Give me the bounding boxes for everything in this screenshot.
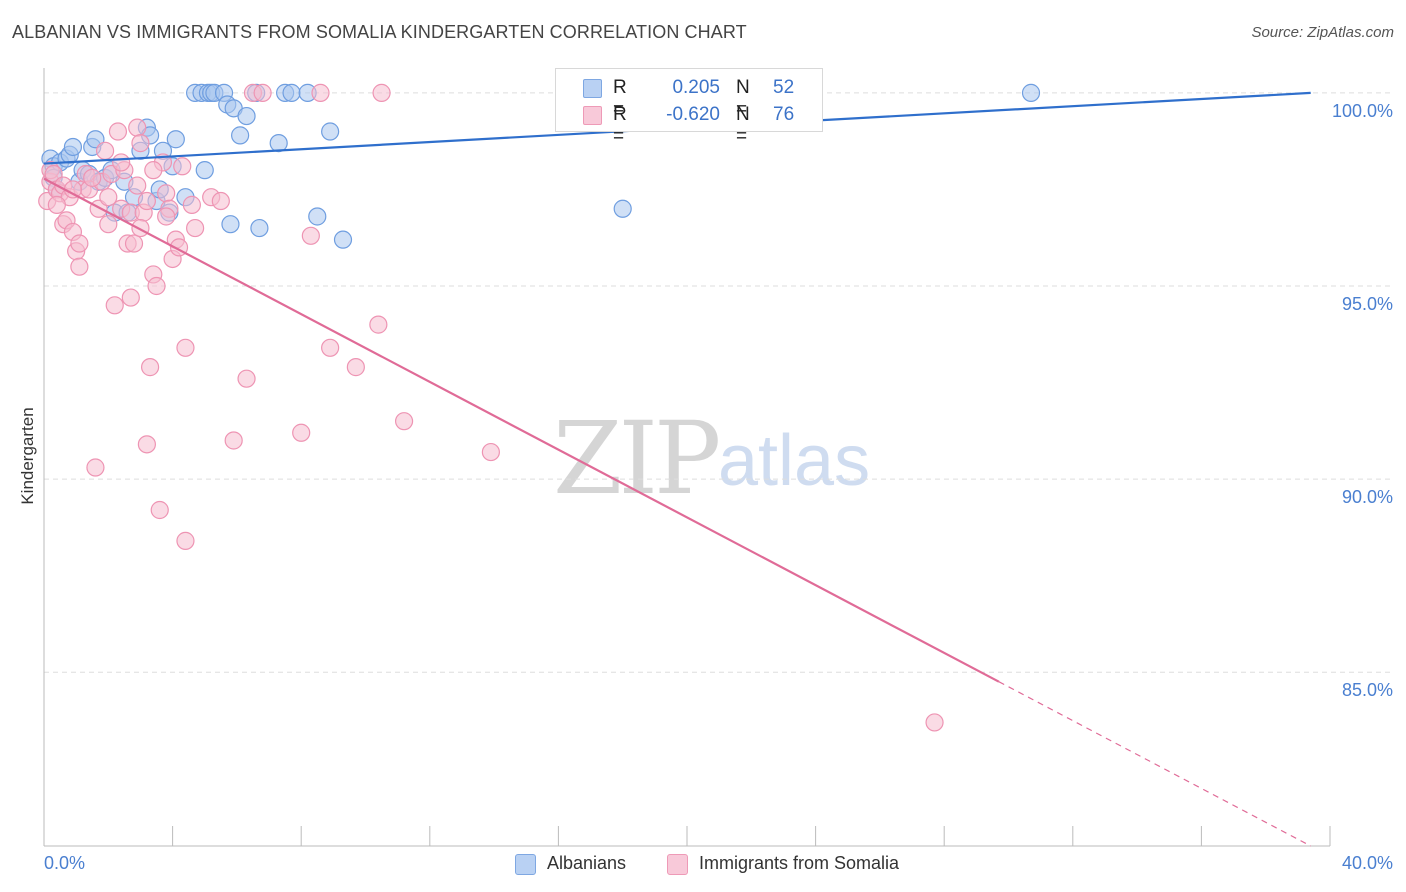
point-somalia <box>121 288 140 307</box>
source-label: Source: ZipAtlas.com <box>1251 24 1394 41</box>
point-somalia <box>237 369 256 388</box>
trend-lines <box>43 91 1311 847</box>
point-somalia <box>105 296 124 315</box>
point-albanians <box>63 137 83 157</box>
point-somalia <box>150 500 169 520</box>
bottom-legend-swatch-blue <box>515 854 536 875</box>
x-tick-label: 40.0% <box>1342 853 1393 873</box>
point-somalia <box>253 83 272 102</box>
point-somalia <box>70 234 89 253</box>
point-albanians <box>86 130 105 149</box>
chart-title: ALBANIAN VS IMMIGRANTS FROM SOMALIA KIND… <box>12 22 747 42</box>
axes <box>43 68 1331 847</box>
point-albanians <box>269 134 288 153</box>
point-somalia <box>224 431 243 450</box>
point-somalia <box>147 276 166 296</box>
point-somalia <box>346 358 365 377</box>
bottom-legend-label: Immigrants from Somalia <box>699 853 900 873</box>
point-somalia <box>301 226 320 245</box>
legend-n-value: 76 <box>773 104 795 125</box>
point-somalia <box>186 218 205 238</box>
point-albanians <box>613 199 632 218</box>
point-somalia <box>176 338 195 357</box>
point-somalia <box>211 191 230 211</box>
point-albanians <box>282 83 301 102</box>
point-somalia <box>47 195 66 214</box>
y-tick-label: 90.0% <box>1342 487 1393 507</box>
point-somalia <box>394 412 414 431</box>
legend-n-value: 52 <box>773 77 795 98</box>
bottom-legend-swatch-pink <box>667 854 688 875</box>
point-somalia <box>99 188 118 207</box>
point-somalia <box>86 458 105 477</box>
data-points <box>38 83 1041 732</box>
legend-swatch-pink <box>583 106 602 125</box>
point-somalia <box>70 257 89 276</box>
point-albanians <box>321 122 340 141</box>
stats-legend: R = 0.205 N = 52 R = -0.620 N = 76 <box>555 68 823 147</box>
point-albanians <box>1021 83 1041 102</box>
point-somalia <box>112 153 131 172</box>
point-somalia <box>157 207 176 226</box>
legend-swatch-blue <box>583 79 602 98</box>
point-somalia <box>311 83 330 102</box>
point-somalia <box>321 338 340 357</box>
watermark-atlas: atlas <box>718 421 871 501</box>
y-tick-label: 100.0% <box>1332 101 1393 121</box>
bottom-legend-label: Albanians <box>547 853 627 873</box>
point-albanians <box>231 126 250 145</box>
point-somalia <box>128 118 147 137</box>
point-somalia <box>292 423 311 442</box>
point-somalia <box>925 713 944 732</box>
x-tick-label: 0.0% <box>44 853 85 873</box>
point-somalia <box>95 141 115 160</box>
point-somalia <box>131 134 150 153</box>
watermark-zip: ZIP <box>553 400 721 517</box>
point-somalia <box>128 176 147 195</box>
point-somalia <box>63 180 83 199</box>
legend-r-value: 0.205 <box>672 77 720 98</box>
point-somalia <box>144 161 163 180</box>
trend-line-somalia-extrapolated <box>998 681 1311 847</box>
point-somalia <box>157 184 176 203</box>
legend-r-label: R = <box>613 104 627 147</box>
point-somalia <box>173 157 192 176</box>
point-somalia <box>137 191 156 211</box>
point-somalia <box>83 168 102 187</box>
point-albanians <box>250 218 269 238</box>
y-tick-label: 85.0% <box>1342 680 1393 700</box>
point-somalia <box>369 315 388 334</box>
point-somalia <box>176 531 195 550</box>
point-somalia <box>372 83 391 102</box>
point-somalia <box>481 442 500 462</box>
point-albanians <box>166 130 185 149</box>
point-albanians <box>221 215 240 234</box>
legend-r-value: -0.620 <box>666 104 720 125</box>
legend-r-label: R = <box>613 77 627 120</box>
point-albanians <box>237 106 256 126</box>
y-tick-label: 95.0% <box>1342 294 1393 314</box>
legend-n-label: N = <box>736 104 750 147</box>
point-somalia <box>182 195 201 214</box>
point-somalia <box>124 234 144 253</box>
legend-n-label: N = <box>736 77 750 120</box>
point-somalia <box>99 215 118 234</box>
point-albanians <box>308 207 327 226</box>
point-albanians <box>195 161 214 180</box>
point-somalia <box>108 122 128 141</box>
point-somalia <box>131 218 150 238</box>
point-somalia <box>137 435 156 454</box>
trend-line-somalia <box>43 177 1000 683</box>
point-somalia <box>140 358 160 377</box>
tick-labels: 85.0% 90.0% 95.0% 100.0% 0.0% 40.0% <box>44 101 1393 873</box>
point-albanians <box>333 230 353 249</box>
